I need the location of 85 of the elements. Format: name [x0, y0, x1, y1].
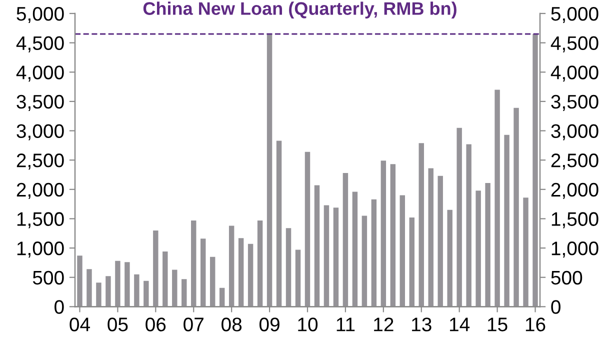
bar: [380, 160, 386, 307]
x-tick-label: 10: [298, 318, 318, 332]
bar: [106, 276, 111, 307]
bar: [162, 252, 168, 307]
bar: [304, 152, 310, 307]
bar: [134, 274, 140, 307]
x-tick-label: 08: [222, 318, 242, 332]
bar: [314, 185, 320, 307]
bar: [504, 134, 510, 307]
bar: [485, 182, 490, 307]
bar: [333, 208, 339, 307]
bar: [447, 210, 452, 307]
bar: [153, 230, 158, 307]
x-tick-label: 12: [374, 318, 394, 332]
bar: [371, 199, 377, 307]
y2-tick-label: 4,000: [550, 66, 598, 82]
bar: [266, 34, 272, 307]
y-tick-label: 0: [54, 300, 64, 314]
bar: [144, 280, 149, 307]
bar: [248, 244, 254, 307]
bar: [219, 288, 225, 307]
y-tick-label: 4,500: [16, 36, 64, 52]
bar: [466, 144, 472, 307]
x-tick-label: 05: [108, 318, 128, 332]
bar: [210, 256, 216, 307]
y2-tick-label: 1,500: [552, 212, 598, 228]
y-tick-label: 4,000: [16, 66, 64, 82]
y-tick-label: 500: [32, 270, 64, 285]
bar: [514, 108, 519, 307]
bar: [428, 168, 434, 307]
bar: [124, 262, 130, 307]
bar: [438, 176, 443, 307]
y2-tick-label: 0: [551, 300, 560, 314]
x-tick-label: 13: [412, 318, 432, 332]
y2-tick-label: 3,000: [551, 124, 598, 140]
bar: [191, 220, 196, 307]
x-tick-label: 09: [259, 318, 280, 332]
bar: [172, 270, 178, 307]
bar: [228, 226, 234, 307]
y2-tick-label: 4,500: [550, 36, 598, 52]
x-tick-label: 07: [184, 318, 204, 332]
bar: [276, 140, 282, 307]
y-tick-label: 2,500: [16, 154, 64, 170]
x-tick-label: 04: [70, 318, 90, 332]
bar: [532, 34, 538, 307]
y2-tick-label: 2,500: [551, 154, 598, 170]
bar: [390, 164, 396, 307]
bar: [494, 90, 500, 307]
bar: [257, 220, 263, 307]
bar: [286, 228, 292, 307]
bar: [342, 172, 348, 307]
bar: [86, 269, 92, 307]
x-tick-label: 16: [526, 318, 546, 332]
bar: [476, 190, 481, 307]
x-tick-label: 15: [488, 318, 508, 332]
y-tick-label: 2,000: [16, 182, 64, 199]
bar: [238, 238, 244, 307]
bar: [77, 256, 82, 307]
bar: [418, 143, 424, 307]
bar: [200, 238, 206, 307]
bar: [409, 218, 414, 307]
x-tick-label: 14: [450, 318, 470, 332]
bar: [352, 192, 358, 307]
bar: [523, 198, 528, 307]
bar: [456, 128, 462, 307]
x-tick-label: 06: [146, 318, 166, 332]
bar: [295, 250, 301, 307]
x-tick-label: 11: [336, 318, 355, 332]
bar: [362, 216, 368, 307]
bar: [96, 282, 102, 307]
bar: [115, 260, 120, 307]
y-tick-label: 1,500: [17, 212, 64, 228]
y-tick-label: 3,500: [16, 94, 64, 111]
bar: [400, 195, 406, 307]
y-tick-label: 5,000: [16, 6, 64, 24]
y2-tick-label: 1,000: [552, 242, 598, 258]
y2-tick-label: 3,500: [551, 94, 598, 111]
y-tick-label: 3,000: [16, 124, 64, 140]
y2-tick-label: 2,000: [551, 182, 598, 199]
bar: [182, 279, 187, 307]
y2-tick-label: 5,000: [551, 6, 598, 24]
y-tick-label: 1,000: [17, 242, 64, 258]
y2-tick-label: 500: [551, 270, 582, 285]
bar: [324, 205, 330, 307]
chart-title: China New Loan (Quarterly, RMB bn): [143, 2, 456, 19]
